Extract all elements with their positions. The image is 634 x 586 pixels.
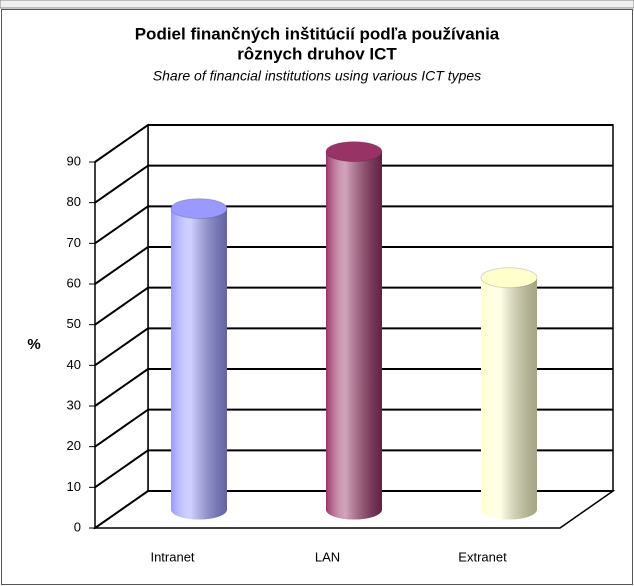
grid-line: [94, 246, 149, 285]
y-tick-label: 50: [67, 316, 81, 331]
y-tick-label: 60: [67, 275, 81, 290]
grid-line: [94, 205, 149, 245]
grid-line: [94, 286, 149, 326]
y-tick-label: 20: [67, 438, 81, 453]
bar-top: [170, 198, 228, 220]
grid-line: [94, 368, 149, 407]
side-wall: [94, 123, 149, 530]
x-tick-label: LAN: [315, 549, 340, 564]
bar-shade: [481, 277, 537, 520]
y-tick-label: 0: [74, 519, 81, 534]
y-tick-label: 40: [67, 357, 81, 372]
y-tick-label: 80: [67, 194, 81, 209]
x-tick-label: Extranet: [458, 549, 507, 564]
y-tick-label: 30: [67, 397, 81, 412]
y-axis-label: %: [27, 336, 40, 353]
y-tick-label: 90: [67, 153, 81, 168]
bar-top: [480, 267, 538, 289]
chart-title: Podiel finančných inštitúcií podľa použí…: [135, 24, 500, 43]
top-strip: [0, 0, 634, 9]
grid-line: [94, 164, 149, 204]
chart-subtitle: Share of financial institutions using va…: [153, 68, 481, 84]
bar: [170, 198, 228, 520]
bar: [480, 267, 538, 520]
grid-line: [94, 490, 149, 529]
grid-line: [94, 449, 149, 489]
bar-shade: [171, 208, 228, 520]
grid-line: [94, 327, 149, 367]
bar-top: [325, 141, 383, 163]
chart-title: rôznych druhov ICT: [237, 44, 397, 63]
x-tick-label: Intranet: [150, 549, 194, 564]
bar: [325, 141, 383, 520]
grid-line: [94, 124, 149, 163]
y-tick-label: 70: [67, 235, 81, 250]
bar-shade: [326, 151, 382, 520]
grid-line: [94, 408, 149, 448]
y-tick-label: 10: [67, 479, 81, 494]
